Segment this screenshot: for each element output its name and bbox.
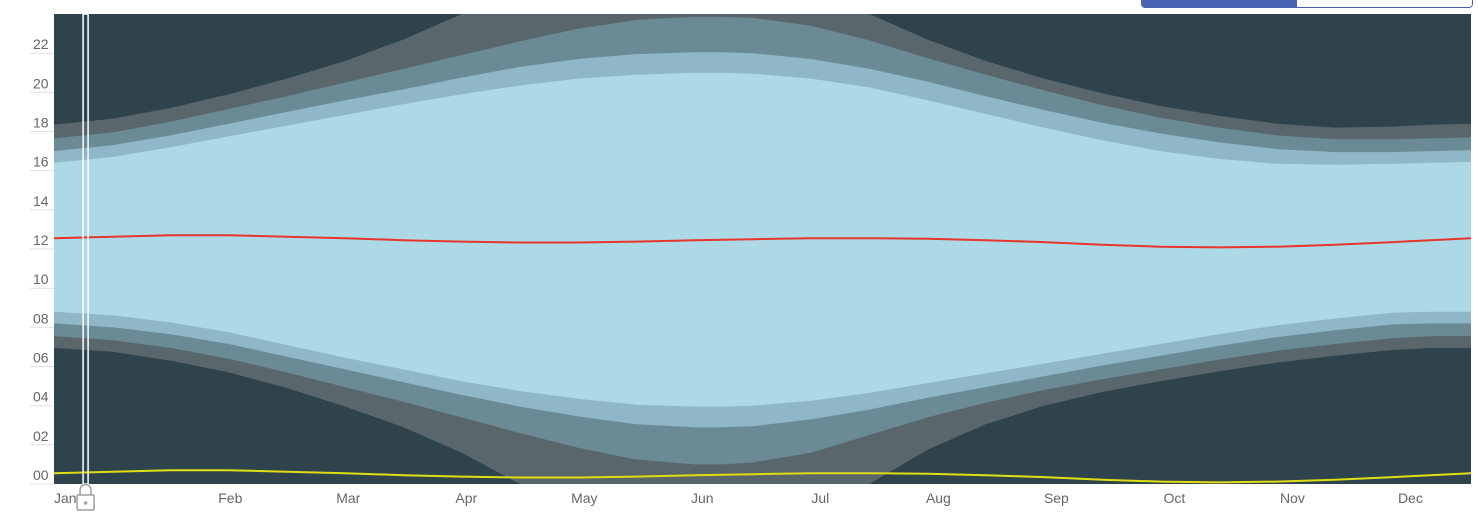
x-tick-label: Dec [1398, 490, 1423, 506]
x-tick-label: Oct [1164, 490, 1186, 506]
y-tick-label: 08 [33, 310, 49, 326]
y-tick-label: 10 [33, 271, 49, 287]
solar-noon-line [53, 234, 1472, 249]
x-tick-label: Nov [1280, 490, 1305, 506]
toggle-option-inactive[interactable] [1297, 0, 1472, 7]
y-axis: 00 02 04 06 08 10 12 14 16 18 20 22 [30, 36, 54, 485]
toggle-option-active[interactable] [1142, 0, 1297, 7]
solar-midnight-line [53, 469, 1472, 484]
x-tick-label: Jul [811, 490, 829, 506]
y-tick-label: 04 [33, 389, 49, 405]
date-cursor[interactable] [76, 13, 95, 511]
x-tick-label: Jun [691, 490, 714, 506]
x-axis: Jan Feb Mar Apr May Jun Jul Aug Sep Oct Nov Dec [54, 490, 1423, 506]
view-toggle[interactable] [1141, 0, 1473, 8]
x-tick-label: Feb [218, 490, 242, 506]
y-tick-label: 12 [33, 232, 49, 248]
y-tick-label: 16 [33, 154, 49, 170]
y-tick-label: 00 [33, 467, 49, 483]
y-tick-label: 20 [33, 75, 49, 91]
x-tick-label: Mar [336, 490, 360, 506]
y-tick-label: 18 [33, 115, 49, 131]
x-tick-label: Sep [1044, 490, 1069, 506]
x-tick-label: Apr [455, 490, 477, 506]
y-tick-label: 14 [33, 193, 49, 209]
y-tick-label: 06 [33, 350, 49, 366]
y-tick-label: 02 [33, 428, 49, 444]
x-tick-label: Jan [54, 490, 77, 506]
lock-icon[interactable] [76, 483, 95, 511]
plot-area [53, 14, 1472, 484]
x-tick-label: May [571, 490, 597, 506]
y-tick-label: 22 [33, 36, 49, 52]
x-tick-label: Aug [926, 490, 951, 506]
